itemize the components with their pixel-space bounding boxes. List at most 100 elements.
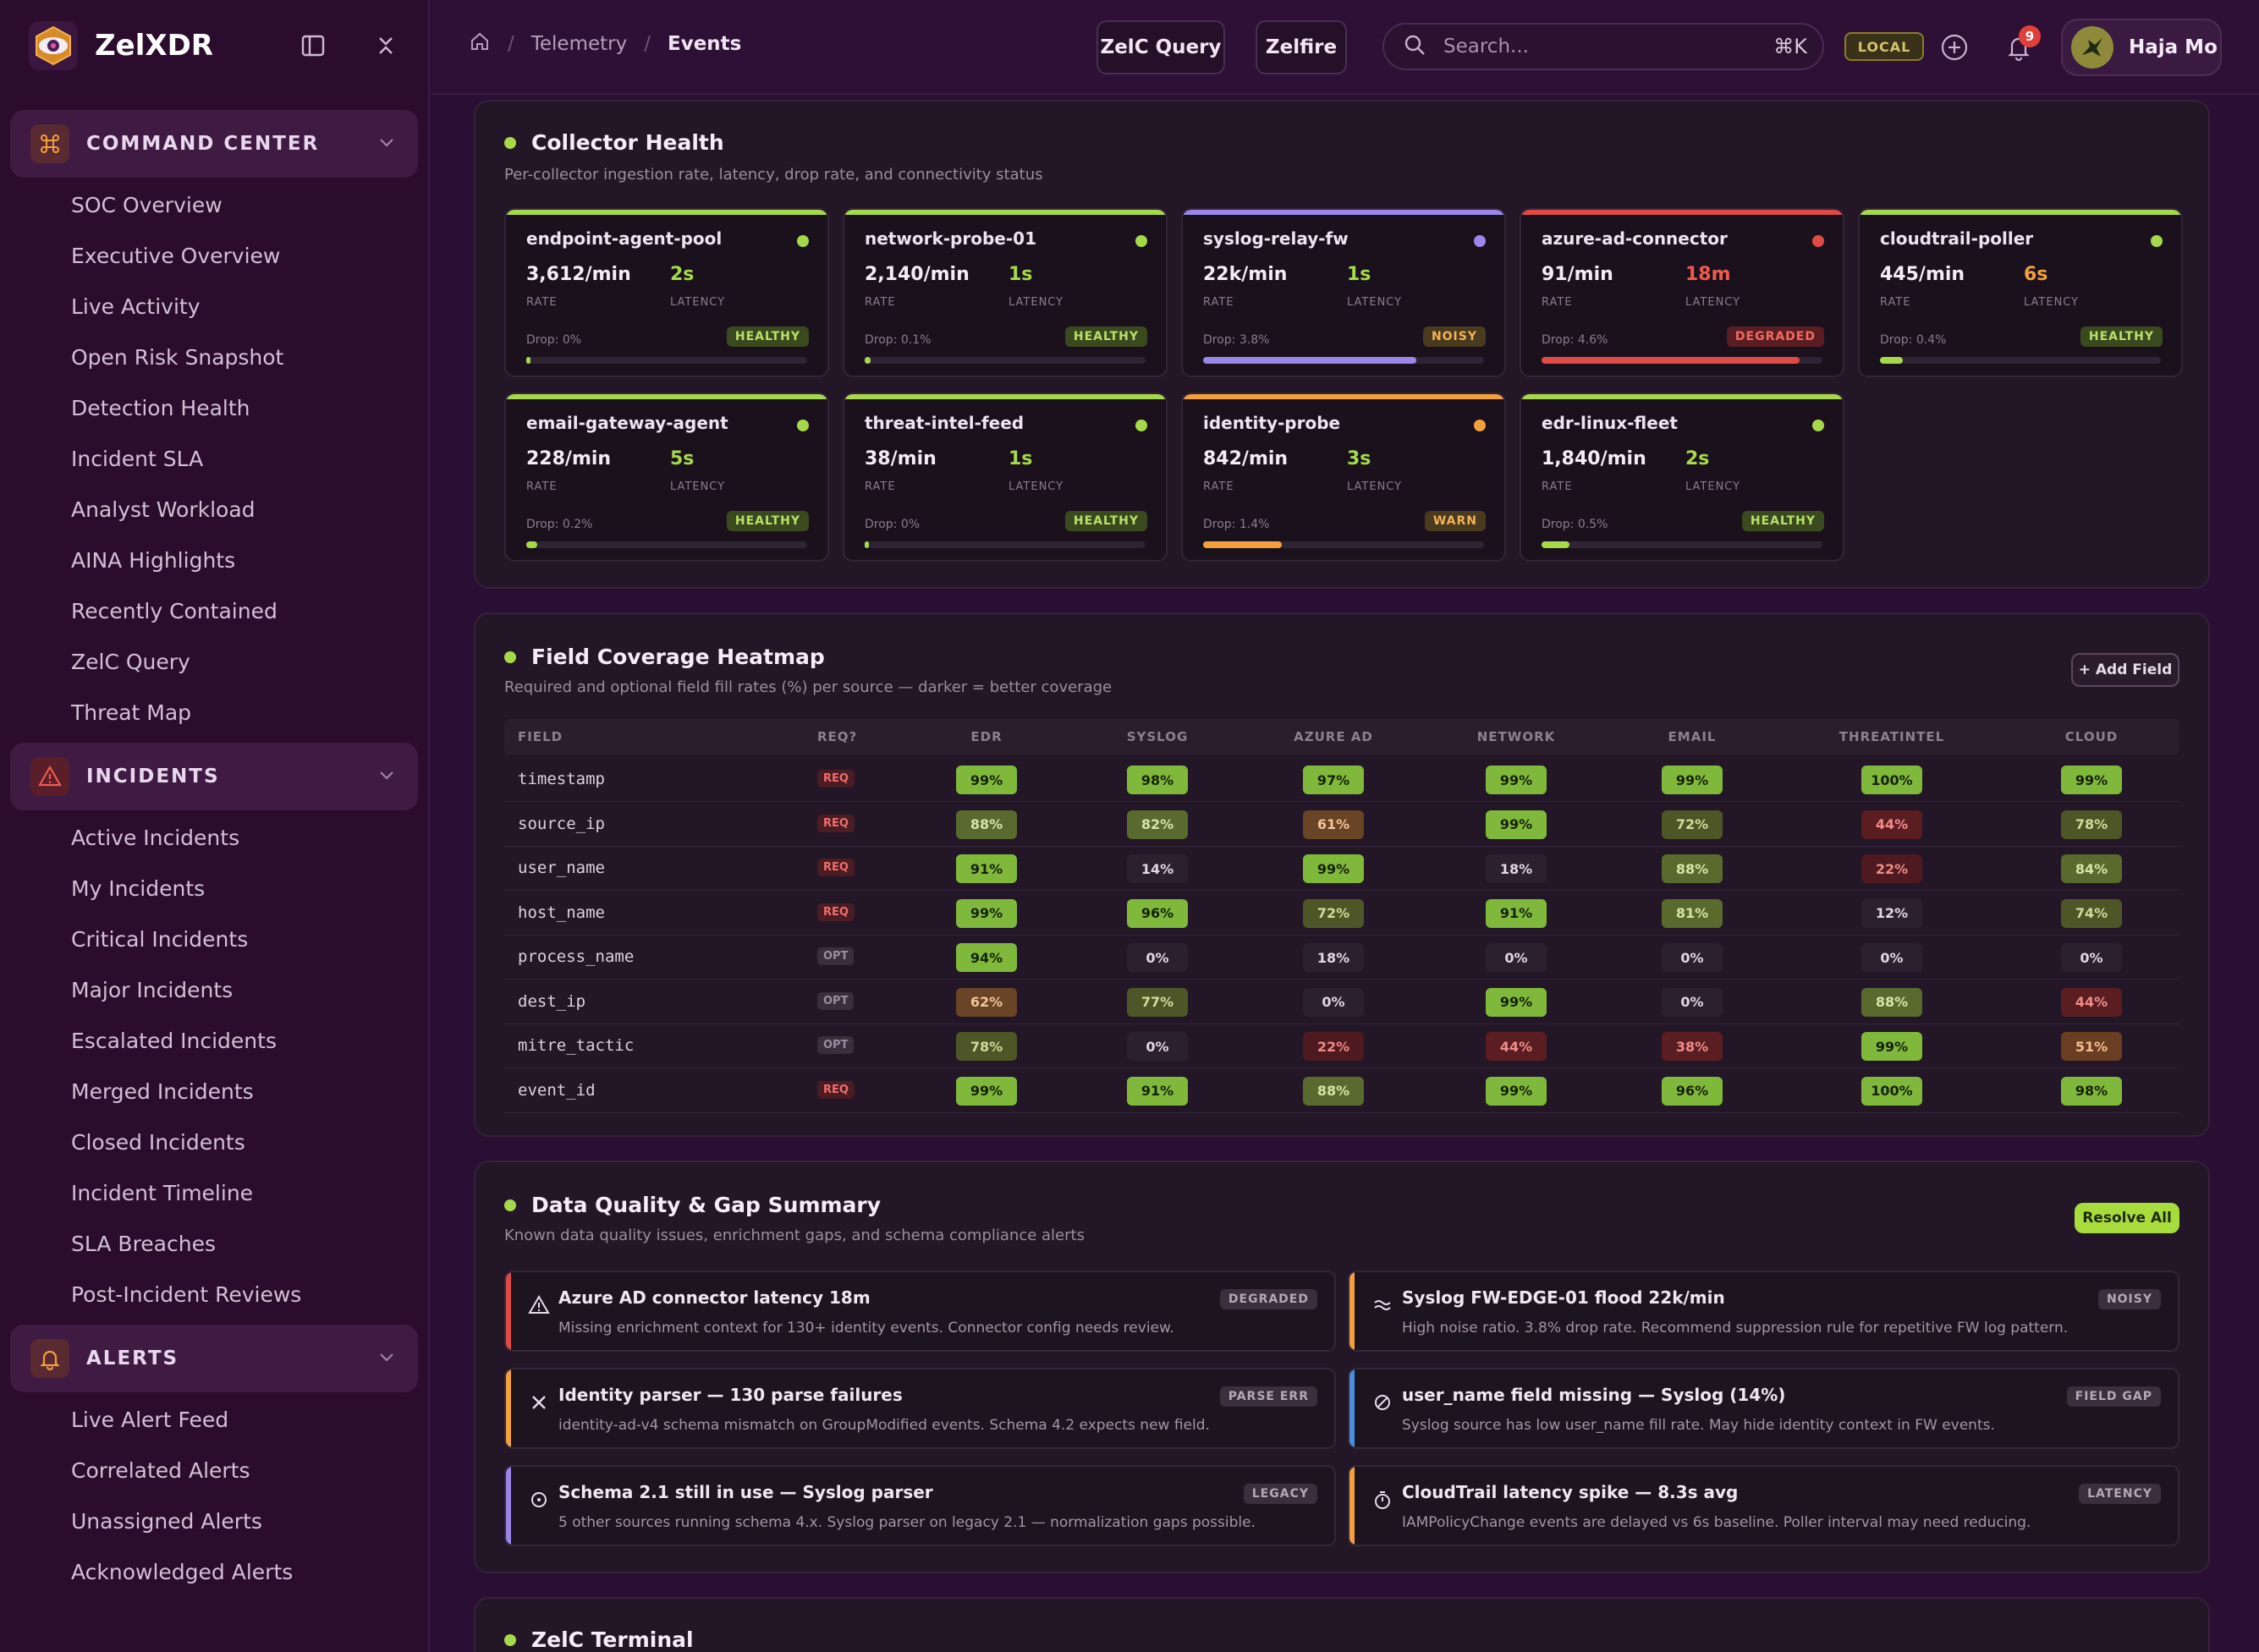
table-row: host_name REQ 99% 96% 72% 91% 81% 12% 74% — [504, 892, 2179, 936]
collector-card[interactable]: cloudtrail-poller 445/min RATE 6s LATENCY Dro… — [1858, 208, 2183, 377]
collector-card[interactable]: network-probe-01 2,140/min RATE 1s LATENCY Dr… — [843, 208, 1168, 377]
status-badge: HEALTHY — [726, 511, 809, 531]
issue-description: identity-ad-v4 schema mismatch on GroupM… — [558, 1417, 1210, 1434]
sidebar-item-major-incidents[interactable]: Major Incidents — [71, 978, 234, 1002]
collector-card[interactable]: edr-linux-fleet 1,840/min RATE 2s LATENCY Dro… — [1520, 392, 1844, 562]
sidebar-item-closed-incidents[interactable]: Closed Incidents — [71, 1130, 245, 1155]
sidebar-item-incident-sla[interactable]: Incident SLA — [71, 447, 204, 471]
issue-tag: NOISY — [2097, 1289, 2161, 1309]
issue-tag: LEGACY — [1243, 1484, 1317, 1504]
collector-card[interactable]: email-gateway-agent 228/min RATE 5s LATENCY D… — [504, 392, 829, 562]
environment-badge: LOCAL — [1844, 32, 1924, 61]
issue-title: Azure AD connector latency 18m — [558, 1287, 871, 1308]
collector-card[interactable]: endpoint-agent-pool 3,612/min RATE 2s LATENC… — [504, 208, 829, 377]
zelxdr-logo[interactable] — [29, 21, 78, 70]
sidebar-item-merged-incidents[interactable]: Merged Incidents — [71, 1079, 254, 1104]
sidebar-item-critical-incidents[interactable]: Critical Incidents — [71, 927, 249, 952]
breadcrumb: / Telemetry / Events — [469, 30, 741, 58]
add-icon[interactable] — [1936, 29, 1973, 66]
zelc-query-button[interactable]: ZelC Query — [1097, 20, 1225, 74]
coverage-cell: 0% — [1861, 943, 1922, 972]
sidebar-item-unassigned-alerts[interactable]: Unassigned Alerts — [71, 1509, 262, 1534]
collector-accent-line — [506, 394, 827, 399]
search-input[interactable]: Search... — [1443, 36, 1529, 58]
collector-latency-label: LATENCY — [1009, 296, 1064, 309]
collapse-icon[interactable] — [371, 30, 401, 61]
sidebar-item-soc-overview[interactable]: SOC Overview — [71, 193, 223, 217]
sidebar-item-open-risk-snapshot[interactable]: Open Risk Snapshot — [71, 345, 284, 370]
table-row: mitre_tactic OPT 78% 0% 22% 44% 38% 99% 51% — [504, 1024, 2179, 1068]
sidebar-item-incident-timeline[interactable]: Incident Timeline — [71, 1181, 254, 1205]
sidebar-item-zelc-query[interactable]: ZelC Query — [71, 650, 190, 674]
issue-tag: DEGRADED — [1219, 1289, 1317, 1309]
sidebar-item-live-alert-feed[interactable]: Live Alert Feed — [71, 1408, 229, 1432]
collector-drop-rate: Drop: 0.5% — [1542, 518, 1608, 531]
warning-icon — [525, 1291, 553, 1320]
issue-description: IAMPolicyChange events are delayed vs 6s… — [1402, 1514, 2031, 1531]
issue-card[interactable]: user_name field missing — Syslog (14%) Sy… — [1348, 1368, 2179, 1449]
collector-rate: 445/min — [1880, 264, 1965, 285]
sidebar-item-detection-health[interactable]: Detection Health — [71, 396, 250, 420]
nav-section-command-center[interactable]: COMMAND CENTER — [10, 110, 418, 178]
collector-latency-label: LATENCY — [1347, 296, 1403, 309]
collector-status-dot — [797, 420, 809, 431]
sidebar-item-escalated-incidents[interactable]: Escalated Incidents — [71, 1029, 277, 1053]
sidebar-item-analyst-workload[interactable]: Analyst Workload — [71, 497, 256, 522]
sidebar-item-my-incidents[interactable]: My Incidents — [71, 876, 206, 901]
sidebar-toggle-icon[interactable] — [298, 30, 328, 61]
status-badge: DEGRADED — [1726, 327, 1824, 347]
sidebar-item-threat-map[interactable]: Threat Map — [71, 700, 192, 725]
sidebar-item-aina-highlights[interactable]: AINA Highlights — [71, 548, 236, 573]
nav-section-alerts[interactable]: ALERTS — [10, 1325, 418, 1392]
sidebar-item-acknowledged-alerts[interactable]: Acknowledged Alerts — [71, 1560, 294, 1584]
issue-card[interactable]: Azure AD connector latency 18m Missing en… — [504, 1271, 1336, 1352]
breadcrumb-events: Events — [667, 33, 742, 55]
issue-card[interactable]: Schema 2.1 still in use — Syslog parser 5… — [504, 1465, 1336, 1546]
issue-card[interactable]: Identity parser — 130 parse failures iden… — [504, 1368, 1336, 1449]
search-icon — [1403, 33, 1426, 60]
coverage-cell: 0% — [1662, 943, 1723, 972]
sidebar-item-active-incidents[interactable]: Active Incidents — [71, 826, 240, 850]
collector-card[interactable]: threat-intel-feed 38/min RATE 1s LATENCY Drop… — [843, 392, 1168, 562]
coverage-cell: 22% — [1303, 1032, 1364, 1061]
collector-drop-rate: Drop: 0% — [526, 333, 582, 347]
top-bar: / Telemetry / Events ZelC Query Zelfire … — [431, 0, 2259, 95]
requirement-badge: REQ — [817, 1080, 855, 1099]
sidebar-item-sla-breaches[interactable]: SLA Breaches — [71, 1232, 216, 1256]
nav-section-incidents[interactable]: INCIDENTS — [10, 743, 418, 810]
user-menu[interactable]: Haja Mo — [2061, 19, 2222, 76]
sidebar-item-live-activity[interactable]: Live Activity — [71, 294, 201, 319]
collector-status-dot — [1812, 420, 1824, 431]
collector-latency: 1s — [1009, 448, 1033, 469]
zelfire-button[interactable]: Zelfire — [1256, 20, 1347, 74]
issue-card[interactable]: Syslog FW-EDGE-01 flood 22k/min High nois… — [1348, 1271, 2179, 1352]
heatmap-column-header: REQ? — [817, 729, 858, 744]
sidebar-item-recently-contained[interactable]: Recently Contained — [71, 599, 278, 623]
breadcrumb-telemetry[interactable]: Telemetry — [530, 33, 628, 55]
coverage-cell: 99% — [2061, 766, 2122, 794]
collector-card[interactable]: azure-ad-connector 91/min RATE 18m LATENCY Dr… — [1520, 208, 1844, 377]
sidebar-item-correlated-alerts[interactable]: Correlated Alerts — [71, 1458, 250, 1483]
status-badge: HEALTHY — [1741, 511, 1824, 531]
heatmap-column-header: EMAIL — [1668, 729, 1717, 744]
collector-card[interactable]: syslog-relay-fw 22k/min RATE 1s LATENCY Drop:… — [1181, 208, 1506, 377]
field-name: source_ip — [518, 814, 605, 833]
home-icon[interactable] — [469, 30, 491, 58]
table-row: dest_ip OPT 62% 77% 0% 99% 0% 88% 44% — [504, 980, 2179, 1024]
search-box[interactable]: Search... ⌘K — [1382, 23, 1824, 70]
resolve-all-button[interactable]: Resolve All — [2075, 1203, 2179, 1233]
coverage-cell: 0% — [2061, 943, 2122, 972]
coverage-cell: 38% — [1662, 1032, 1723, 1061]
add-field-button[interactable]: + Add Field — [2071, 653, 2179, 687]
issue-card[interactable]: CloudTrail latency spike — 8.3s avg IAMPo… — [1348, 1465, 2179, 1546]
collector-card[interactable]: identity-probe 842/min RATE 3s LATENCY Drop: … — [1181, 392, 1506, 562]
drop-rate-bar-fill — [1542, 357, 1800, 364]
sidebar-item-post-incident-reviews[interactable]: Post-Incident Reviews — [71, 1282, 302, 1307]
issue-tag: FIELD GAP — [2066, 1386, 2161, 1407]
status-badge: HEALTHY — [1064, 511, 1147, 531]
sidebar-item-executive-overview[interactable]: Executive Overview — [71, 244, 281, 268]
drop-rate-bar — [1203, 357, 1484, 364]
coverage-cell: 99% — [956, 1076, 1017, 1106]
close-icon — [525, 1388, 553, 1417]
coverage-cell: 96% — [1127, 898, 1188, 928]
